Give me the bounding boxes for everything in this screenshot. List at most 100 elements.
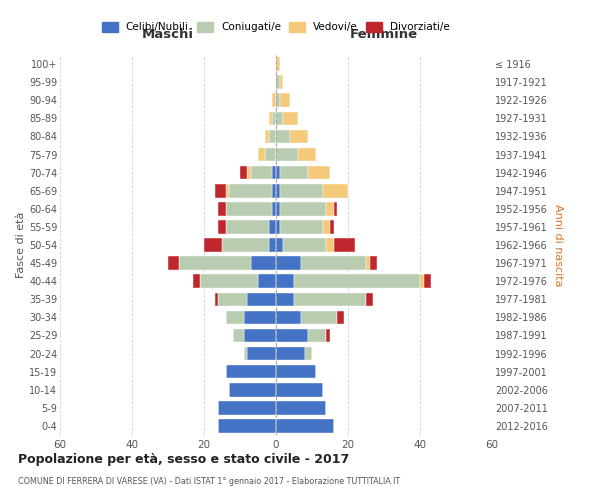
Bar — [276, 256, 301, 270]
Bar — [276, 130, 290, 143]
Bar — [258, 274, 276, 288]
Bar — [226, 184, 229, 198]
Bar — [222, 238, 269, 252]
Bar — [200, 274, 258, 288]
Bar — [337, 310, 344, 324]
Bar — [226, 365, 276, 378]
Bar — [276, 238, 283, 252]
Bar — [272, 94, 276, 107]
Bar — [326, 238, 334, 252]
Bar — [193, 274, 200, 288]
Bar — [226, 220, 269, 234]
Bar — [280, 184, 323, 198]
Bar — [272, 184, 276, 198]
Bar — [276, 112, 283, 125]
Bar — [215, 292, 218, 306]
Bar — [276, 401, 326, 414]
Bar — [218, 401, 276, 414]
Bar — [218, 220, 226, 234]
Legend: Celibi/Nubili, Coniugati/e, Vedovi/e, Divorziati/e: Celibi/Nubili, Coniugati/e, Vedovi/e, Di… — [102, 22, 450, 32]
Bar — [276, 220, 280, 234]
Bar — [247, 166, 251, 179]
Bar — [218, 419, 276, 432]
Bar — [283, 112, 298, 125]
Bar — [168, 256, 179, 270]
Bar — [226, 202, 272, 215]
Bar — [280, 202, 326, 215]
Bar — [272, 202, 276, 215]
Text: Maschi: Maschi — [142, 28, 194, 40]
Bar — [244, 328, 276, 342]
Bar — [290, 130, 308, 143]
Bar — [301, 310, 337, 324]
Bar — [323, 220, 330, 234]
Bar — [420, 274, 424, 288]
Bar — [276, 328, 308, 342]
Bar — [269, 130, 276, 143]
Bar — [276, 274, 294, 288]
Bar — [276, 148, 298, 162]
Bar — [229, 184, 272, 198]
Bar — [370, 256, 377, 270]
Y-axis label: Anni di nascita: Anni di nascita — [553, 204, 563, 286]
Bar — [308, 166, 330, 179]
Bar — [247, 347, 276, 360]
Bar — [301, 256, 366, 270]
Bar — [308, 328, 326, 342]
Bar — [276, 184, 280, 198]
Text: Femmine: Femmine — [350, 28, 418, 40]
Bar — [218, 292, 247, 306]
Bar — [283, 238, 326, 252]
Bar — [251, 256, 276, 270]
Bar — [272, 112, 276, 125]
Bar — [218, 202, 226, 215]
Text: Popolazione per età, sesso e stato civile - 2017: Popolazione per età, sesso e stato civil… — [18, 452, 349, 466]
Bar — [276, 347, 305, 360]
Bar — [276, 94, 280, 107]
Bar — [244, 347, 247, 360]
Bar — [276, 58, 280, 71]
Bar — [280, 76, 283, 89]
Bar — [298, 148, 316, 162]
Bar — [265, 130, 269, 143]
Bar — [258, 148, 265, 162]
Bar — [276, 365, 316, 378]
Bar — [334, 238, 355, 252]
Bar — [280, 94, 290, 107]
Bar — [269, 220, 276, 234]
Bar — [244, 310, 276, 324]
Bar — [294, 292, 366, 306]
Bar — [326, 202, 334, 215]
Bar — [326, 328, 330, 342]
Bar — [280, 166, 308, 179]
Bar — [276, 292, 294, 306]
Bar — [334, 202, 337, 215]
Bar — [204, 238, 222, 252]
Bar — [226, 310, 244, 324]
Bar — [265, 148, 276, 162]
Bar — [366, 256, 370, 270]
Bar — [366, 292, 373, 306]
Bar — [276, 383, 323, 396]
Bar — [215, 184, 226, 198]
Bar — [269, 238, 276, 252]
Bar — [276, 202, 280, 215]
Bar — [251, 166, 272, 179]
Bar — [280, 220, 323, 234]
Y-axis label: Fasce di età: Fasce di età — [16, 212, 26, 278]
Bar — [179, 256, 251, 270]
Bar — [240, 166, 247, 179]
Bar — [233, 328, 244, 342]
Bar — [276, 166, 280, 179]
Bar — [276, 310, 301, 324]
Bar — [229, 383, 276, 396]
Bar — [276, 419, 334, 432]
Text: COMUNE DI FERRERA DI VARESE (VA) - Dati ISTAT 1° gennaio 2017 - Elaborazione TUT: COMUNE DI FERRERA DI VARESE (VA) - Dati … — [18, 478, 400, 486]
Bar — [276, 76, 280, 89]
Bar — [294, 274, 420, 288]
Bar — [269, 112, 272, 125]
Bar — [272, 166, 276, 179]
Bar — [247, 292, 276, 306]
Bar — [305, 347, 312, 360]
Bar — [424, 274, 431, 288]
